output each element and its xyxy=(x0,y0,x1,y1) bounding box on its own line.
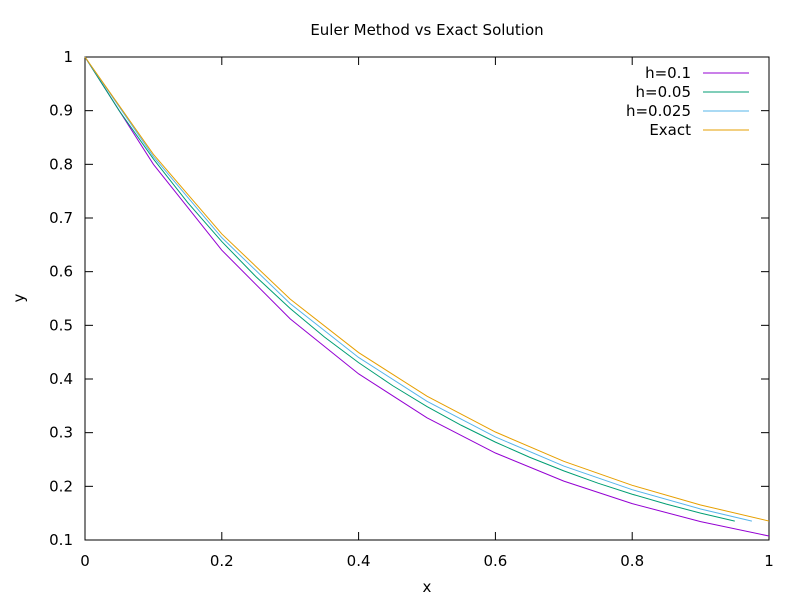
series-line-4 xyxy=(84,56,770,522)
y-tick-label: 0.2 xyxy=(49,477,73,495)
y-tick-label: 0.8 xyxy=(49,155,73,173)
y-axis: 0.1 0.2 0.3 0.4 0.5 0.6 0.7 0.8 0.9 1 xyxy=(49,48,769,549)
series-line-3 xyxy=(84,56,753,522)
x-axis-label: x xyxy=(423,578,432,596)
y-tick-label: 0.9 xyxy=(49,102,73,120)
legend-label: h=0.025 xyxy=(626,102,691,120)
y-tick-label: 0.1 xyxy=(49,531,73,549)
legend-label: h=0.1 xyxy=(645,64,691,82)
x-tick-label: 1 xyxy=(764,552,774,570)
legend-label: Exact xyxy=(649,121,691,139)
x-tick-label: 0.4 xyxy=(347,552,371,570)
y-tick-label: 1 xyxy=(63,48,73,66)
y-tick-label: 0.5 xyxy=(49,316,73,334)
y-tick-label: 0.7 xyxy=(49,209,73,227)
x-tick-label: 0 xyxy=(80,552,90,570)
x-tick-label: 0.8 xyxy=(620,552,644,570)
plot-frame xyxy=(84,56,770,541)
chart-title: Euler Method vs Exact Solution xyxy=(310,21,543,39)
legend-label: h=0.05 xyxy=(636,83,691,101)
series-line-1 xyxy=(84,56,770,537)
x-axis: 0 0.2 0.4 0.6 0.8 1 xyxy=(80,57,774,570)
x-tick-label: 0.2 xyxy=(210,552,234,570)
y-tick-label: 0.4 xyxy=(49,370,73,388)
y-axis-label: y xyxy=(10,293,28,302)
x-tick-label: 0.6 xyxy=(483,552,507,570)
y-tick-label: 0.6 xyxy=(49,263,73,281)
y-tick-label: 0.3 xyxy=(49,424,73,442)
series-line-2 xyxy=(84,56,735,522)
series-lines xyxy=(84,56,770,537)
